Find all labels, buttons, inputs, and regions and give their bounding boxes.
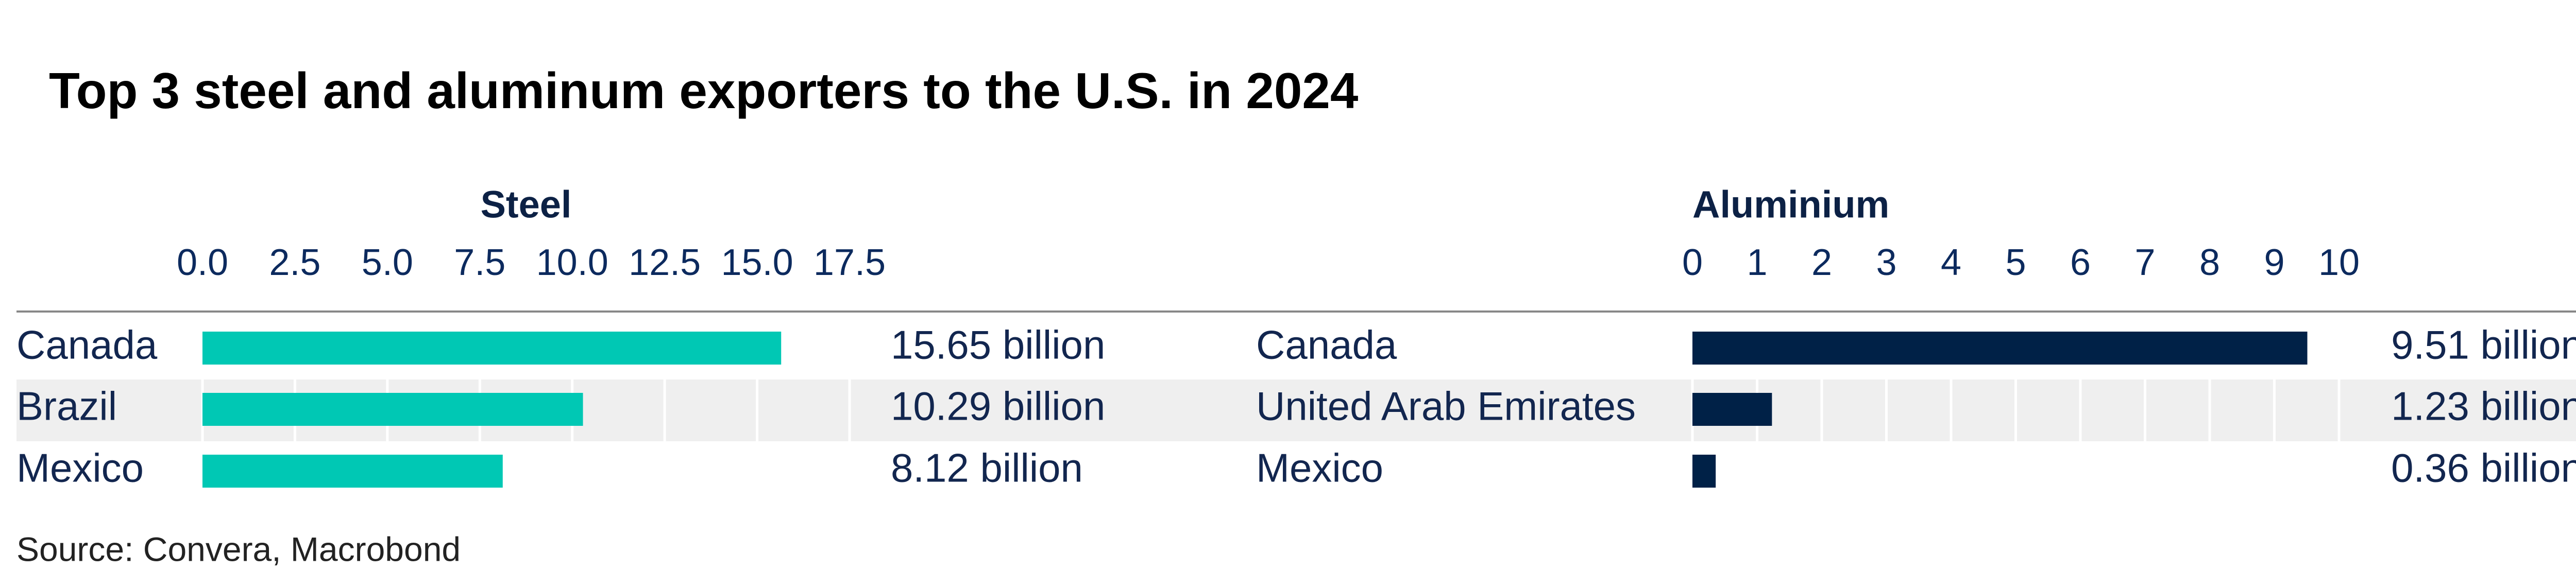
x-tick-label: 9 <box>2264 242 2284 283</box>
x-tick-label: 10 <box>2318 242 2360 283</box>
bar <box>202 455 503 488</box>
x-tick-label: 4 <box>1941 242 1961 283</box>
x-tick-label: 7 <box>2134 242 2155 283</box>
value-label: 8.12 billion <box>891 445 1083 491</box>
x-tick-label: 0 <box>1682 242 1703 283</box>
bar <box>202 393 583 426</box>
category-label: Mexico <box>1256 445 1383 491</box>
category-label: Canada <box>1256 322 1397 368</box>
source-note: Source: Convera, Macrobond <box>16 530 461 568</box>
category-label: Canada <box>16 322 158 368</box>
value-label: 1.23 billion <box>2391 384 2576 429</box>
category-label: United Arab Emirates <box>1256 384 1636 429</box>
value-label: 9.51 billion <box>2391 322 2576 368</box>
x-tick-label: 7.5 <box>454 242 505 283</box>
bar <box>202 332 782 365</box>
category-label: Mexico <box>16 445 144 491</box>
bar <box>1692 393 1772 426</box>
value-label: 0.36 billion <box>2391 445 2576 491</box>
x-tick-label: 8 <box>2199 242 2220 283</box>
page-title: Top 3 steel and aluminum exporters to th… <box>49 62 1358 119</box>
x-tick-label: 10.0 <box>536 242 608 283</box>
x-tick-label: 3 <box>1876 242 1896 283</box>
value-label: 10.29 billion <box>891 384 1105 429</box>
x-tick-label: 0.0 <box>177 242 228 283</box>
x-tick-label: 2.5 <box>269 242 320 283</box>
chart-subtitle: Aluminium <box>1692 183 1889 226</box>
x-tick-label: 5.0 <box>362 242 413 283</box>
value-label: 15.65 billion <box>891 322 1105 368</box>
x-tick-label: 2 <box>1811 242 1832 283</box>
x-tick-label: 15.0 <box>721 242 793 283</box>
bar <box>1692 455 1716 488</box>
x-tick-label: 1 <box>1747 242 1767 283</box>
category-label: Brazil <box>16 384 117 429</box>
x-tick-label: 12.5 <box>629 242 701 283</box>
x-tick-label: 6 <box>2070 242 2091 283</box>
bar <box>1692 332 2308 365</box>
x-tick-label: 5 <box>2005 242 2026 283</box>
chart-subtitle: Steel <box>481 183 572 226</box>
x-tick-label: 17.5 <box>814 242 886 283</box>
